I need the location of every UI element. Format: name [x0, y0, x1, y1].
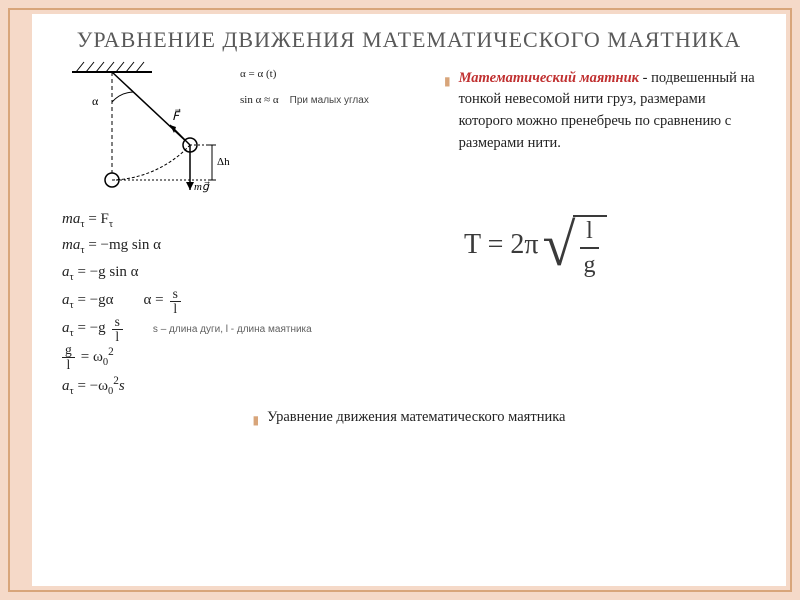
content-columns: α F⃗ — [62, 60, 756, 401]
left-column: α F⃗ — [62, 60, 422, 401]
definition-block: ▮ Математический маятник - подвешенный н… — [444, 68, 756, 155]
alpha-t-eq: α = α (t) — [240, 66, 369, 83]
period-lhs: T = 2π — [464, 229, 539, 261]
bottom-caption: Уравнение движения математического маятн… — [267, 407, 565, 429]
period-formula: T = 2π √ l g — [464, 215, 756, 275]
eq-w0: gl = ω02 — [62, 343, 422, 372]
sin-approx-eq: sin α ≈ α — [240, 94, 279, 106]
outer-frame: УРАВНЕНИЕ ДВИЖЕНИЯ МАТЕМАТИЧЕСКОГО МАЯТН… — [8, 8, 792, 592]
diagram-row: α F⃗ — [62, 60, 422, 205]
eq-7: aτ = −ω02s — [62, 372, 422, 401]
eq-4: aτ = −gα — [62, 288, 114, 315]
eq-2: maτ = −mg sin α — [62, 233, 422, 260]
dh-label: Δh — [217, 156, 230, 168]
pendulum-diagram: α F⃗ — [62, 60, 232, 205]
sqrt-icon: √ l g — [543, 215, 608, 275]
top-small-equations: α = α (t) sin α ≈ α При малых углах — [240, 60, 369, 205]
arc-note: s – длина дуги, l - длина маятника — [153, 321, 312, 338]
eq-alpha-frac: α = sl — [144, 287, 181, 315]
mg-label: mg⃗ — [194, 181, 210, 193]
bullet-icon: ▮ — [444, 72, 451, 90]
eq-3: aτ = −g sin α — [62, 260, 422, 287]
bottom-caption-row: ▮ Уравнение движения математического мая… — [62, 407, 756, 429]
slide-body: УРАВНЕНИЕ ДВИЖЕНИЯ МАТЕМАТИЧЕСКОГО МАЯТН… — [32, 14, 786, 586]
bullet-icon: ▮ — [253, 411, 260, 429]
eq-5: aτ = −g sl — [62, 315, 123, 343]
equation-list: maτ = Fτ maτ = −mg sin α aτ = −g sin α a… — [62, 207, 422, 401]
alpha-label: α — [92, 94, 99, 108]
eq-1: maτ = Fτ — [62, 207, 422, 234]
definition-text: Математический маятник - подвешенный на … — [459, 68, 756, 155]
slide-title: УРАВНЕНИЕ ДВИЖЕНИЯ МАТЕМАТИЧЕСКОГО МАЯТН… — [62, 26, 756, 54]
small-angles-note: При малых углах — [290, 95, 369, 106]
right-column: ▮ Математический маятник - подвешенный н… — [444, 60, 756, 401]
F-label: F⃗ — [172, 107, 181, 122]
